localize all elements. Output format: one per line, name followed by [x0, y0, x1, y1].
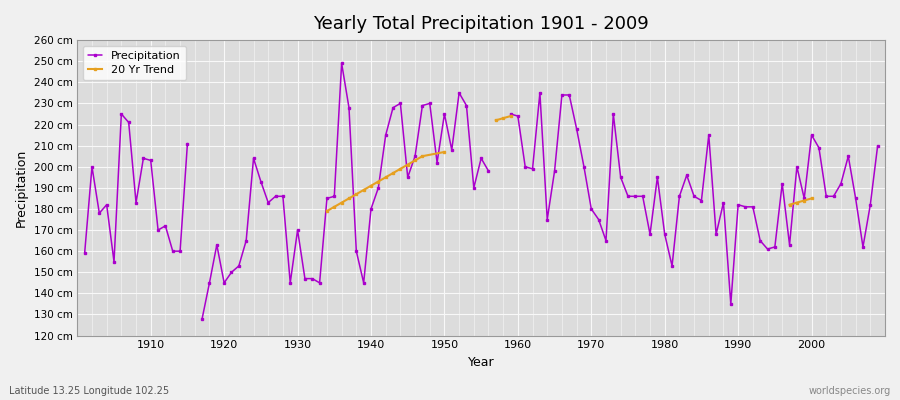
Precipitation [351, 249, 362, 254]
20 Yr Trend [365, 183, 376, 188]
Line: 20 Yr Trend: 20 Yr Trend [326, 150, 446, 212]
20 Yr Trend [388, 171, 399, 176]
20 Yr Trend [321, 209, 332, 214]
Precipitation [520, 164, 531, 169]
Precipitation [307, 276, 318, 281]
20 Yr Trend [337, 200, 347, 205]
Text: Latitude 13.25 Longitude 102.25: Latitude 13.25 Longitude 102.25 [9, 386, 169, 396]
Y-axis label: Precipitation: Precipitation [15, 149, 28, 227]
Precipitation [512, 114, 523, 118]
20 Yr Trend [328, 204, 339, 209]
Title: Yearly Total Precipitation 1901 - 2009: Yearly Total Precipitation 1901 - 2009 [313, 15, 649, 33]
20 Yr Trend [351, 192, 362, 196]
Precipitation [608, 112, 618, 116]
20 Yr Trend [439, 150, 450, 154]
Precipitation [138, 156, 148, 161]
20 Yr Trend [410, 158, 420, 163]
Text: worldspecies.org: worldspecies.org [809, 386, 891, 396]
20 Yr Trend [358, 188, 369, 192]
20 Yr Trend [395, 166, 406, 171]
20 Yr Trend [417, 154, 428, 158]
Precipitation [872, 143, 883, 148]
Legend: Precipitation, 20 Yr Trend: Precipitation, 20 Yr Trend [83, 46, 186, 80]
20 Yr Trend [373, 179, 383, 184]
X-axis label: Year: Year [468, 356, 494, 369]
20 Yr Trend [344, 196, 355, 201]
20 Yr Trend [402, 162, 413, 167]
20 Yr Trend [381, 175, 392, 180]
Line: Precipitation: Precipitation [83, 62, 879, 320]
Precipitation [79, 251, 90, 256]
